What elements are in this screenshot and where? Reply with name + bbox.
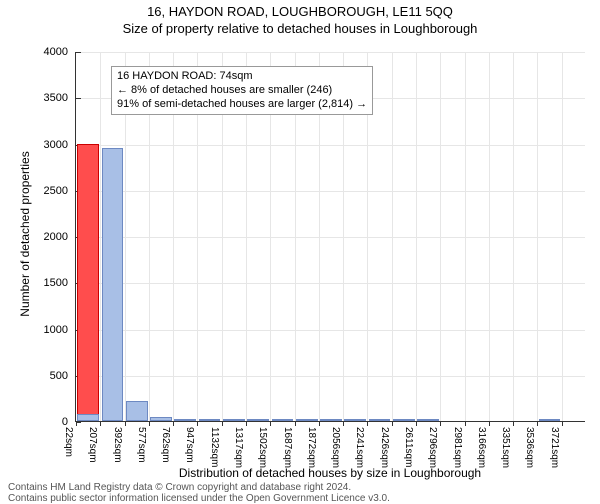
gridline-v <box>465 52 466 421</box>
histogram-bar <box>77 414 99 421</box>
x-tick-label: 1687sqm <box>282 427 293 468</box>
x-tick <box>343 421 344 426</box>
gridline-h <box>76 191 585 192</box>
histogram-bar <box>150 417 172 421</box>
gridline-v <box>416 52 417 421</box>
chart-area: 0500100015002000250030003500400022sqm207… <box>75 52 585 422</box>
gridline-v <box>392 52 393 421</box>
x-tick-label: 1872sqm <box>306 427 317 468</box>
y-tick-label: 500 <box>50 370 68 382</box>
x-tick-label: 392sqm <box>112 427 123 463</box>
x-axis-label: Distribution of detached houses by size … <box>75 466 585 480</box>
x-tick-label: 2241sqm <box>354 427 365 468</box>
histogram-bar <box>223 419 245 421</box>
y-tick-label: 3000 <box>44 139 68 151</box>
x-tick <box>562 421 563 426</box>
gridline-v <box>562 52 563 421</box>
x-tick-label: 947sqm <box>184 427 195 463</box>
gridline-h <box>76 330 585 331</box>
x-tick-label: 2611sqm <box>403 427 414 467</box>
histogram-bar <box>247 419 269 421</box>
histogram-bar <box>102 148 124 421</box>
gridline-v <box>537 52 538 421</box>
x-tick-label: 1502sqm <box>257 427 268 468</box>
footer-line-2: Contains public sector information licen… <box>8 493 390 504</box>
x-tick <box>392 421 393 426</box>
chart-title-main: 16, HAYDON ROAD, LOUGHBOROUGH, LE11 5QQ <box>0 4 600 19</box>
x-tick-label: 207sqm <box>87 427 98 463</box>
y-tick-label: 2000 <box>44 231 68 243</box>
histogram-bar <box>539 419 561 421</box>
histogram-bar <box>369 419 391 421</box>
gridline-h <box>76 376 585 377</box>
histogram-bar <box>126 401 148 421</box>
y-tick-label: 1000 <box>44 324 68 336</box>
y-tick-label: 4000 <box>44 46 68 58</box>
x-tick <box>513 421 514 426</box>
y-tick-label: 1500 <box>44 277 68 289</box>
histogram-bar <box>417 419 439 421</box>
x-tick-label: 1317sqm <box>233 427 244 468</box>
x-tick <box>125 421 126 426</box>
annotation-line-1: 16 HAYDON ROAD: 74sqm <box>117 70 367 84</box>
x-tick <box>149 421 150 426</box>
x-tick <box>173 421 174 426</box>
x-tick-label: 22sqm <box>63 427 74 457</box>
gridline-v <box>513 52 514 421</box>
x-tick <box>489 421 490 426</box>
x-tick <box>465 421 466 426</box>
x-tick <box>197 421 198 426</box>
y-axis-label: Number of detached properties <box>18 151 32 316</box>
histogram-bar <box>344 419 366 421</box>
y-tick-label: 3500 <box>44 92 68 104</box>
histogram-bar <box>320 419 342 421</box>
x-tick-label: 2056sqm <box>330 427 341 468</box>
x-tick <box>416 421 417 426</box>
x-tick <box>270 421 271 426</box>
gridline-h <box>76 145 585 146</box>
x-tick-label: 3166sqm <box>476 427 487 468</box>
plot-region: 0500100015002000250030003500400022sqm207… <box>75 52 585 422</box>
x-tick-label: 1132sqm <box>209 427 220 467</box>
gridline-h <box>76 283 585 284</box>
footer-line-1: Contains HM Land Registry data © Crown c… <box>8 482 351 493</box>
x-tick-label: 2796sqm <box>427 427 438 468</box>
x-tick <box>319 421 320 426</box>
x-tick <box>222 421 223 426</box>
x-tick-label: 3721sqm <box>549 427 560 468</box>
x-tick-label: 577sqm <box>136 427 147 463</box>
x-tick <box>246 421 247 426</box>
chart-title-sub: Size of property relative to detached ho… <box>0 21 600 36</box>
x-tick-label: 762sqm <box>160 427 171 463</box>
x-tick-label: 3536sqm <box>524 427 535 468</box>
x-tick-label: 3351sqm <box>500 427 511 468</box>
annotation-line-2: ← 8% of detached houses are smaller (246… <box>117 84 367 98</box>
x-tick <box>295 421 296 426</box>
gridline-h <box>76 237 585 238</box>
y-tick <box>76 98 81 99</box>
histogram-bar <box>199 419 221 421</box>
x-tick <box>367 421 368 426</box>
histogram-bar <box>393 419 415 421</box>
x-tick <box>440 421 441 426</box>
y-tick <box>76 52 81 53</box>
highlight-bar <box>77 144 99 422</box>
histogram-bar <box>272 419 294 421</box>
y-tick-label: 2500 <box>44 185 68 197</box>
x-tick <box>100 421 101 426</box>
annotation-line-3: 91% of semi-detached houses are larger (… <box>117 98 367 112</box>
x-tick <box>537 421 538 426</box>
gridline-v <box>489 52 490 421</box>
gridline-h <box>76 52 585 53</box>
x-tick-label: 2981sqm <box>452 427 463 468</box>
histogram-bar <box>174 419 196 421</box>
histogram-bar <box>296 419 318 421</box>
annotation-box: 16 HAYDON ROAD: 74sqm← 8% of detached ho… <box>111 66 373 115</box>
x-tick-label: 2426sqm <box>379 427 390 468</box>
gridline-v <box>440 52 441 421</box>
x-tick <box>76 421 77 426</box>
